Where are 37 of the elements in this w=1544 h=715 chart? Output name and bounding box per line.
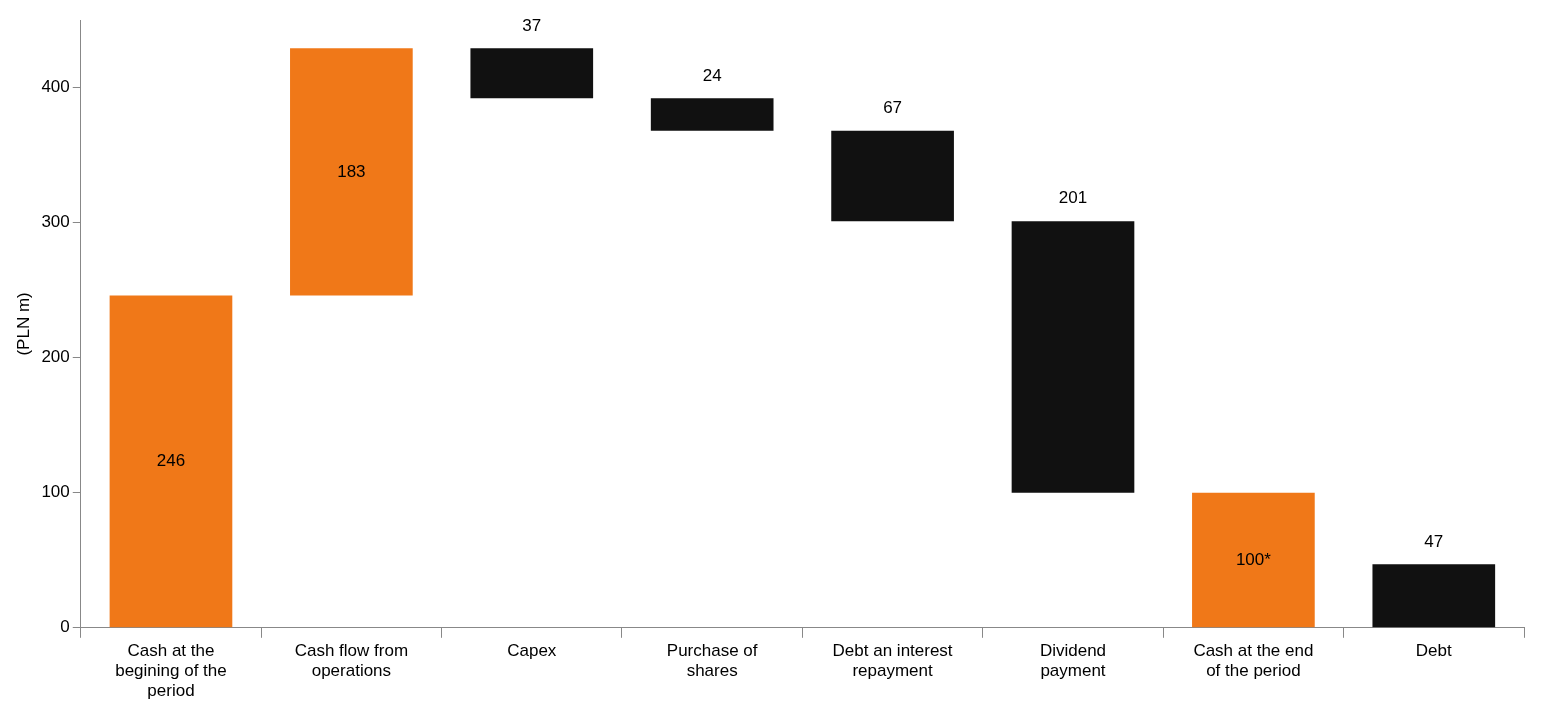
category-label: Cash at the [127, 640, 215, 660]
category-label: repayment [852, 661, 933, 681]
category-label: Dividend [1039, 640, 1107, 660]
bar [290, 48, 413, 296]
y-tick-label: 400 [41, 77, 70, 97]
bar [1192, 492, 1315, 628]
y-tick-label: 0 [60, 617, 70, 637]
bar [831, 130, 954, 222]
bar [109, 295, 233, 628]
data-label: 24 [702, 65, 722, 85]
bar [1372, 564, 1496, 628]
y-tick-label: 300 [41, 212, 70, 232]
category-label: period [147, 681, 195, 701]
category-label: Cash flow from [294, 640, 409, 660]
data-label: 183 [337, 161, 366, 181]
category-label: Purchase of [666, 640, 758, 660]
bar [1011, 221, 1135, 493]
category-label: begining of the [115, 661, 227, 681]
category-label: payment [1040, 661, 1106, 681]
data-label: 100* [1235, 549, 1272, 569]
category-label: of the period [1206, 661, 1301, 681]
data-label: 37 [522, 15, 542, 35]
category-label: Debt an interest [832, 640, 953, 660]
category-label: shares [686, 661, 738, 681]
y-axis-title: (PLN m) [13, 292, 33, 356]
data-label: 67 [883, 97, 903, 117]
category-label: Capex [507, 640, 557, 660]
bar [650, 98, 774, 131]
category-label: operations [311, 661, 392, 681]
category-label: Debt [1415, 640, 1452, 660]
category-label: Cash at the end [1193, 640, 1314, 660]
data-label: 246 [156, 451, 186, 471]
data-label: 201 [1058, 188, 1088, 208]
y-tick-label: 100 [41, 482, 70, 502]
data-label: 47 [1424, 531, 1444, 551]
bar [470, 48, 594, 99]
y-tick-label: 200 [41, 347, 70, 367]
